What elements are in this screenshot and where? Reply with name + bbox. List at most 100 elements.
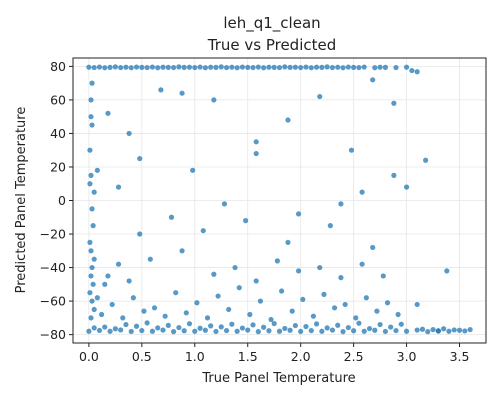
scatter-point [115, 261, 122, 267]
scatter-point [298, 328, 304, 335]
scatter-point [234, 65, 240, 71]
scatter-point [223, 327, 230, 334]
scatter-point [340, 65, 346, 71]
scatter-point [96, 64, 103, 70]
scatter-point [282, 325, 288, 332]
scatter-point [211, 97, 217, 103]
scatter-point [176, 324, 182, 331]
scatter-point [398, 321, 404, 327]
scatter-point [409, 67, 415, 74]
scatter-point [266, 64, 272, 70]
scatter-point [149, 328, 156, 334]
scatter-point [192, 64, 198, 71]
scatter-point [419, 326, 426, 332]
scatter-point [126, 130, 132, 137]
scatter-point [202, 327, 208, 333]
x-tick-label: 0.0 [79, 349, 99, 364]
scatter-point [128, 328, 134, 335]
scatter-point [211, 271, 217, 277]
scatter-point [173, 290, 179, 296]
scatter-point [86, 64, 92, 70]
scatter-point [202, 65, 208, 71]
scatter-point [377, 321, 383, 328]
scatter-point [467, 326, 473, 333]
x-tick-label: 2.0 [291, 349, 311, 364]
scatter-point [109, 301, 115, 308]
x-tick-label: 2.5 [344, 349, 364, 364]
scatter-point [414, 69, 420, 75]
scatter-point [123, 64, 129, 70]
scatter-point [255, 64, 261, 70]
scatter-point [446, 328, 452, 334]
grid-lines [73, 58, 486, 343]
scatter-point [257, 298, 264, 304]
scatter-point [289, 308, 295, 314]
scatter-point [87, 147, 93, 153]
scatter-point [382, 64, 388, 70]
scatter-point [324, 325, 330, 331]
scatter-point [353, 315, 359, 321]
scatter-point [282, 64, 288, 70]
scatter-point [91, 325, 97, 331]
scatter-point [331, 305, 338, 311]
scatter-point [359, 189, 365, 195]
scatter-point [200, 228, 206, 234]
scatter-point [213, 64, 219, 70]
scatter-point [91, 306, 97, 313]
scatter-point [105, 110, 111, 116]
scatter-point [414, 301, 420, 308]
scatter-point [223, 64, 230, 71]
scatter-point [292, 322, 298, 329]
scatter-point [255, 329, 261, 335]
scatter-point [317, 93, 323, 100]
scatter-point [329, 327, 336, 333]
scatter-point [393, 327, 399, 334]
scatter-point [133, 323, 140, 329]
scatter-point [139, 64, 145, 70]
scatter-point [287, 327, 293, 333]
scatter-point [324, 64, 330, 70]
scatter-point [123, 321, 129, 328]
scatter-point [130, 295, 136, 301]
scatter-point [271, 64, 277, 70]
scatter-point [285, 239, 291, 246]
scatter-point [89, 80, 95, 86]
scatter-point [88, 315, 94, 321]
x-axis: 0.0 0.5 1.0 1.5 2.0 2.5 3.0 3.5 [79, 343, 469, 364]
scatter-point [139, 327, 145, 334]
scatter-point [192, 328, 198, 334]
scatter-point [276, 64, 283, 71]
scatter-point [213, 328, 219, 335]
scatter-point [370, 77, 376, 83]
scatter-point [239, 325, 246, 331]
scatter-point [204, 315, 211, 321]
y-tick-label: −60 [40, 294, 66, 309]
scatter-point [313, 64, 320, 70]
scatter-point [165, 322, 171, 328]
scatter-point [215, 293, 221, 299]
scatter-point [430, 326, 436, 333]
scatter-point [359, 261, 365, 267]
scatter-point [414, 327, 420, 333]
scatter-point [361, 328, 367, 334]
scatter-point [144, 64, 150, 71]
scatter-point [317, 264, 323, 271]
scatter-point [374, 308, 380, 314]
scatter-point [441, 326, 447, 332]
scatter-point [253, 150, 259, 157]
scatter-point [128, 65, 134, 71]
scatter-point [94, 295, 100, 301]
scatter-point [295, 268, 302, 274]
x-tick-label: 1.0 [185, 349, 205, 364]
scatter-point [245, 327, 251, 333]
scatter-point [160, 64, 166, 70]
scatter-point [372, 327, 378, 333]
scatter-point [295, 211, 302, 217]
scatter-point [88, 97, 94, 103]
scatter-point [149, 64, 156, 70]
scatter-point [345, 64, 351, 70]
scatter-point [89, 122, 95, 128]
scatter-point [91, 189, 97, 195]
scatter-point [181, 64, 187, 70]
